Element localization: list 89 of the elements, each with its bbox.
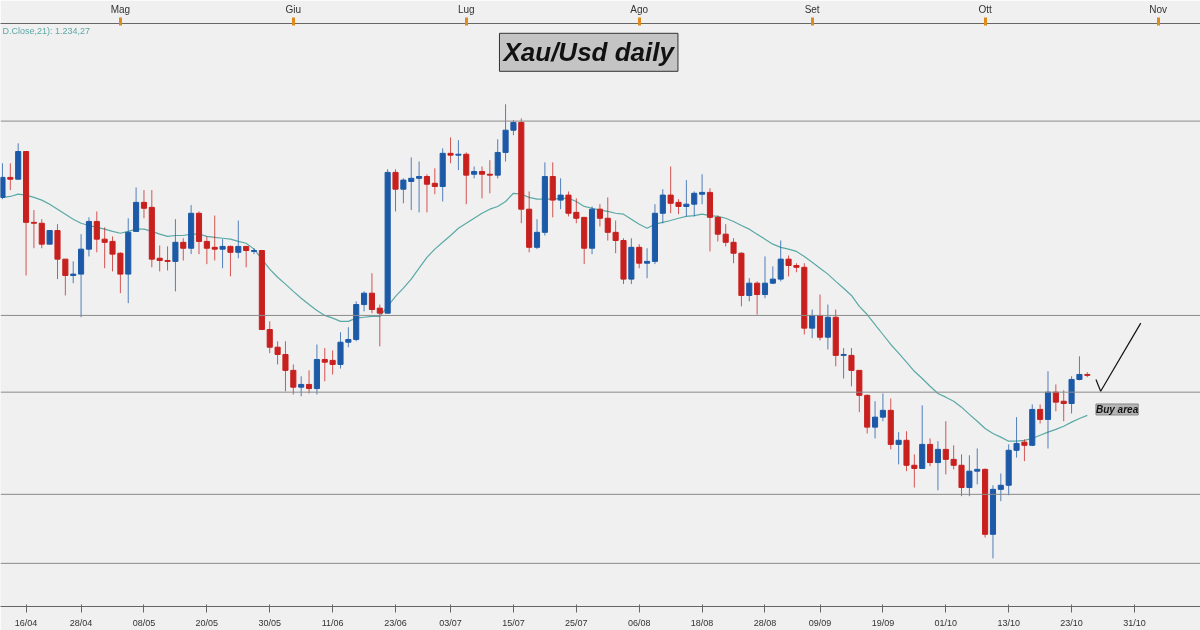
candlestick bbox=[305, 369, 313, 395]
candlestick bbox=[644, 247, 651, 279]
candlestick bbox=[557, 177, 564, 210]
x-tick-label: 31/10 bbox=[1123, 617, 1146, 628]
candlestick bbox=[455, 139, 462, 171]
x-tick-label: 25/07 bbox=[565, 617, 588, 628]
x-tick-label: 11/06 bbox=[321, 617, 344, 628]
candlestick bbox=[376, 304, 383, 347]
candlestick bbox=[38, 218, 45, 249]
candlestick bbox=[777, 240, 784, 282]
x-tick-label: 06/08 bbox=[627, 617, 651, 628]
candlestick bbox=[463, 151, 470, 205]
candlestick bbox=[486, 159, 493, 194]
candlestick bbox=[809, 309, 816, 339]
candlestick bbox=[596, 203, 603, 227]
candlestick bbox=[0, 162, 6, 200]
candlestick bbox=[871, 400, 879, 439]
candlestick bbox=[636, 243, 643, 269]
candlestick bbox=[235, 220, 242, 259]
candlestick bbox=[824, 304, 831, 350]
candlestick bbox=[879, 393, 886, 422]
candlestick bbox=[746, 277, 753, 302]
candlestick bbox=[172, 218, 179, 292]
candlestick bbox=[769, 265, 776, 285]
x-tick-label: 28/04 bbox=[69, 617, 93, 628]
candlestick bbox=[361, 290, 368, 312]
candlestick bbox=[243, 245, 250, 268]
x-tick-label: 20/05 bbox=[195, 617, 219, 628]
x-tick-label: 18/08 bbox=[690, 617, 714, 628]
x-tick-label: 03/07 bbox=[439, 617, 462, 628]
candlestick bbox=[62, 258, 69, 296]
candlestick bbox=[70, 260, 77, 284]
candlestick bbox=[392, 168, 399, 212]
candlestick bbox=[30, 209, 37, 249]
candlestick bbox=[761, 255, 769, 299]
candlestick bbox=[368, 272, 375, 314]
x-tick-label: 23/10 bbox=[1060, 617, 1083, 628]
x-tick-label: 23/06 bbox=[384, 617, 407, 628]
x-tick-label: 19/09 bbox=[871, 617, 895, 628]
candlestick bbox=[1021, 438, 1028, 462]
candlestick bbox=[478, 166, 486, 199]
x-tick-label: 01/10 bbox=[934, 617, 958, 628]
candlestick bbox=[250, 247, 258, 255]
candlestick bbox=[1060, 389, 1067, 422]
candlestick bbox=[997, 472, 1004, 502]
candlestick bbox=[227, 245, 234, 277]
candlestick bbox=[7, 162, 14, 191]
candlestick bbox=[895, 431, 902, 465]
annotation: Buy area bbox=[1095, 403, 1139, 415]
x-tick-label: 08/05 bbox=[132, 617, 156, 628]
candlestick bbox=[219, 238, 226, 269]
candlestick bbox=[140, 189, 148, 219]
candlestick bbox=[1037, 403, 1044, 424]
x-tick-label: 28/08 bbox=[753, 617, 777, 628]
text: D.Close,21): 1.234,27 bbox=[2, 25, 91, 36]
candlestick bbox=[840, 347, 847, 380]
text: Ott bbox=[978, 3, 992, 15]
candlestick bbox=[180, 237, 187, 261]
candlestick bbox=[1013, 416, 1020, 459]
text: Set bbox=[804, 3, 820, 15]
x-tick-label: 30/05 bbox=[258, 617, 282, 628]
candlestick bbox=[423, 173, 431, 213]
candlestick bbox=[416, 161, 423, 213]
candlestick bbox=[699, 173, 706, 205]
candlestick bbox=[431, 167, 438, 195]
x-tick-label: 15/07 bbox=[502, 617, 525, 628]
text: Ago bbox=[630, 3, 649, 15]
candlestick bbox=[659, 188, 666, 224]
candlestick bbox=[549, 161, 556, 218]
candlestick bbox=[911, 453, 918, 489]
chart-title: Xau/Usd daily bbox=[501, 37, 676, 68]
candlestick bbox=[298, 375, 305, 397]
candlestick bbox=[934, 440, 941, 491]
candlestick bbox=[754, 280, 761, 316]
x-tick-label: 13/10 bbox=[997, 617, 1020, 628]
candlestick bbox=[211, 215, 218, 261]
candlestick bbox=[471, 166, 478, 179]
candlestick bbox=[927, 437, 934, 467]
candlestick bbox=[447, 136, 454, 164]
text: Mag bbox=[110, 3, 131, 15]
candlestick bbox=[533, 218, 541, 250]
candlestick bbox=[1052, 383, 1059, 412]
candlestick bbox=[203, 235, 210, 265]
x-tick-label: 09/09 bbox=[808, 617, 832, 628]
text: Lug bbox=[457, 3, 475, 15]
candlestick bbox=[816, 294, 824, 341]
text: Nov bbox=[1149, 3, 1167, 15]
x-tick-label: 16/04 bbox=[14, 617, 38, 628]
text: Giu bbox=[285, 3, 302, 15]
